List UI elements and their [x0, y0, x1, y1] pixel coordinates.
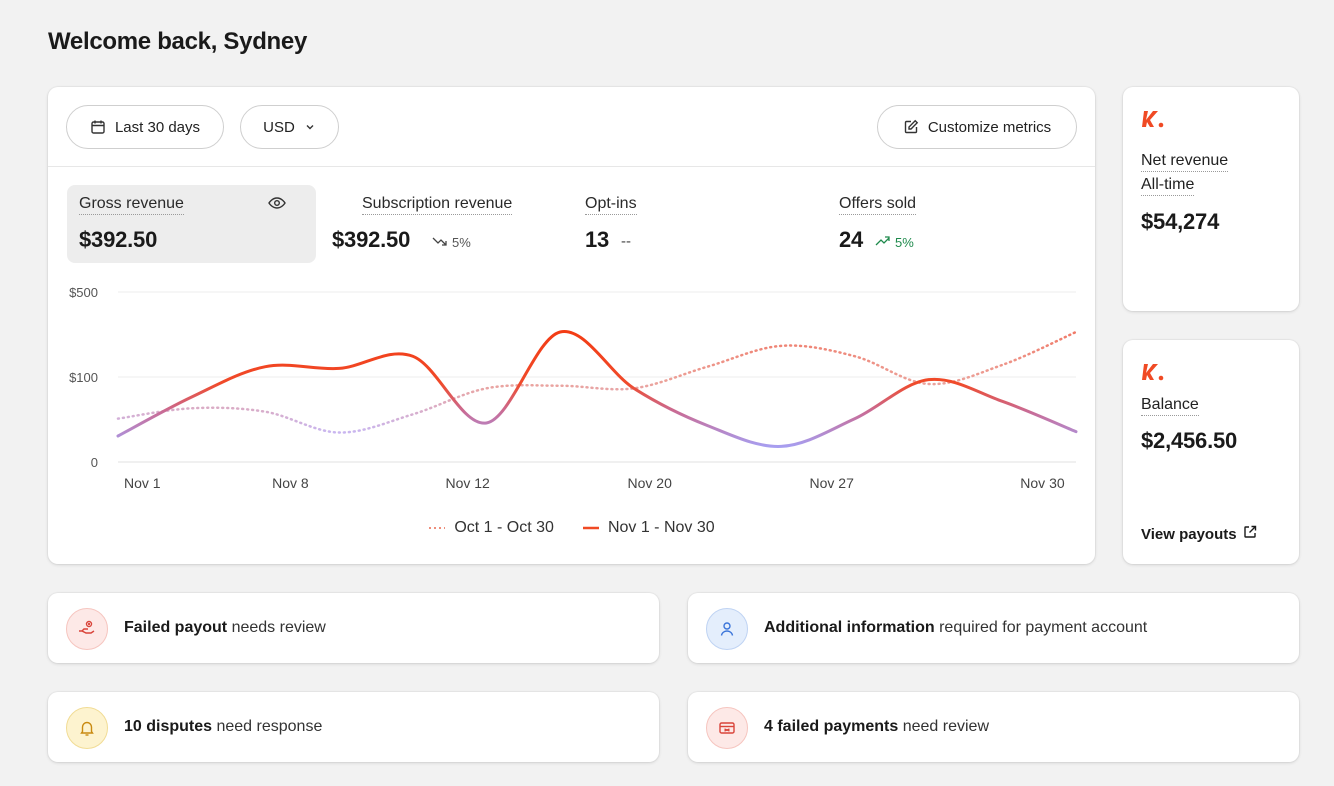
chevron-down-icon: [304, 121, 316, 133]
x-tick-label: Nov 1: [124, 475, 161, 491]
calendar-icon: [90, 119, 106, 135]
metric-value: 13: [585, 227, 610, 252]
legend-label: Nov 1 - Nov 30: [607, 519, 715, 536]
view-payouts-link[interactable]: View payouts: [1141, 525, 1257, 543]
solid-line-icon: [582, 526, 599, 530]
metric-value: 24: [839, 227, 864, 252]
alert-disputes[interactable]: 10 disputes need response: [48, 692, 659, 762]
x-tick-label: Nov 27: [810, 475, 855, 491]
trend-up-icon: [875, 235, 891, 250]
customize-metrics-label: Customize metrics: [927, 118, 1052, 136]
alert-text: 10 disputes need response: [124, 718, 323, 735]
metric-label: Subscription revenue: [362, 195, 513, 215]
payout-hand-icon: [66, 608, 108, 650]
metric-label: Opt-ins: [585, 195, 637, 215]
delta-value: 5%: [452, 235, 471, 250]
y-tick-label: $500: [69, 285, 98, 300]
currency-select[interactable]: USD: [240, 105, 339, 149]
alert-failed-payments[interactable]: 4 failed payments need review: [688, 692, 1299, 762]
metric-label: Gross revenue: [79, 195, 184, 215]
user-icon: [706, 608, 748, 650]
trend-down-icon: [432, 235, 448, 250]
net-revenue-value: $54,274: [1141, 209, 1220, 234]
series-line-current: [116, 330, 1078, 448]
eye-icon[interactable]: [268, 195, 286, 216]
bell-icon: [66, 707, 108, 749]
metric-value: $392.50: [332, 227, 411, 252]
x-tick-label: Nov 20: [628, 475, 673, 491]
net-revenue-sublabel: All-time: [1141, 175, 1195, 196]
balance-label: Balance: [1141, 395, 1199, 416]
external-link-icon: [1243, 525, 1257, 543]
brand-logo-icon: [1141, 109, 1165, 134]
metric-delta: 5%: [875, 235, 914, 250]
y-tick-label: $100: [69, 370, 98, 385]
alert-additional-info[interactable]: Additional information required for paym…: [688, 593, 1299, 663]
date-range-label: Last 30 days: [114, 118, 201, 136]
series-line-previous: [116, 330, 1078, 434]
legend-item-previous[interactable]: Oct 1 - Oct 30: [428, 519, 554, 537]
revenue-card: Last 30 days USD Customize metrics Gross…: [48, 87, 1095, 564]
x-tick-label: Nov 8: [272, 475, 309, 491]
net-revenue-card: Net revenue All-time $54,274: [1123, 87, 1299, 311]
legend-item-current[interactable]: Nov 1 - Nov 30: [582, 519, 715, 537]
x-tick-label: Nov 30: [1020, 475, 1065, 491]
alert-text: Failed payout needs review: [124, 619, 326, 636]
balance-card: Balance $2,456.50 View payouts: [1123, 340, 1299, 564]
customize-metrics-button[interactable]: Customize metrics: [877, 105, 1077, 149]
dotted-line-icon: [429, 527, 446, 529]
delta-value: 5%: [895, 235, 914, 250]
metric-label: Offers sold: [839, 195, 917, 215]
date-range-button[interactable]: Last 30 days: [66, 105, 224, 149]
legend-label: Oct 1 - Oct 30: [454, 519, 554, 536]
failed-payment-icon: [706, 707, 748, 749]
metric-opt-ins[interactable]: Opt-ins 13 --: [585, 185, 785, 263]
alert-failed-payout[interactable]: Failed payout needs review: [48, 593, 659, 663]
balance-value: $2,456.50: [1141, 428, 1238, 453]
alert-text: 4 failed payments need review: [764, 718, 989, 735]
metric-delta: 5%: [432, 235, 471, 250]
y-tick-label: 0: [91, 455, 98, 470]
view-payouts-label: View payouts: [1141, 525, 1237, 543]
page-title: Welcome back, Sydney: [48, 28, 308, 55]
brand-logo-icon: [1141, 362, 1165, 387]
edit-icon: [903, 119, 919, 135]
alert-text: Additional information required for paym…: [764, 619, 1148, 636]
metric-value: $392.50: [79, 227, 158, 252]
metric-gross-revenue[interactable]: Gross revenue $392.50: [67, 185, 316, 263]
net-revenue-label: Net revenue: [1141, 151, 1229, 172]
metric-subscription-revenue[interactable]: Subscription revenue $392.50 5%: [332, 185, 552, 263]
revenue-chart: $500 $100 0 Nov 1 Nov 8 Nov 12 Nov 20 Nov 27 No…: [48, 277, 1095, 497]
metric-offers-sold[interactable]: Offers sold 24 5%: [839, 185, 1039, 263]
metric-delta: --: [621, 233, 631, 250]
chart-legend: Oct 1 - Oct 30 Nov 1 - Nov 30: [48, 519, 1095, 537]
toolbar-divider: [48, 166, 1095, 167]
x-tick-label: Nov 12: [445, 475, 490, 491]
currency-label: USD: [263, 118, 295, 136]
